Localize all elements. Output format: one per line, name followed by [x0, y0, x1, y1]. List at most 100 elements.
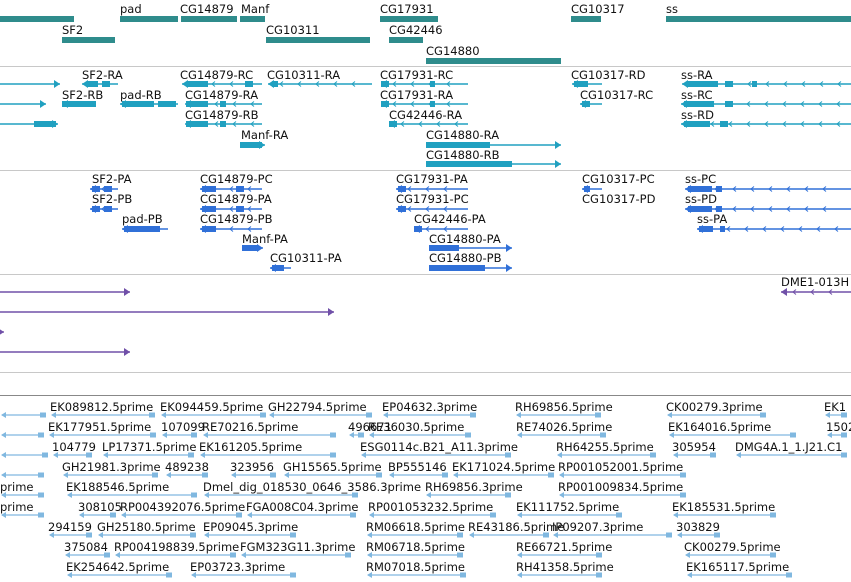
transcript-feature[interactable]	[0, 288, 130, 296]
est-label[interactable]: GH22794.5prime	[268, 400, 367, 414]
est-feature[interactable]	[1, 432, 44, 438]
est-feature[interactable]	[203, 432, 336, 438]
transcript-feature[interactable]	[414, 225, 468, 233]
feature-label[interactable]: CG14879-RC	[180, 68, 253, 82]
feature-label[interactable]: CG10311-RA	[267, 68, 340, 82]
feature-label[interactable]: CG42446-PA	[414, 212, 486, 226]
est-feature[interactable]	[115, 552, 236, 558]
est-label[interactable]: EK165117.5prime	[686, 560, 789, 574]
est-feature[interactable]	[383, 412, 476, 418]
feature-label[interactable]: CG17931-PC	[396, 192, 469, 206]
transcript-feature[interactable]	[0, 328, 4, 336]
transcript-feature[interactable]	[396, 205, 468, 213]
est-label[interactable]: EK094459.5prime	[160, 400, 263, 414]
feature-label[interactable]: CG14879-PA	[200, 192, 272, 206]
est-feature[interactable]	[284, 472, 382, 478]
est-feature[interactable]	[469, 532, 549, 538]
est-feature[interactable]	[349, 432, 364, 438]
feature-label[interactable]: SF2-PB	[92, 192, 132, 206]
est-feature[interactable]	[204, 492, 358, 498]
est-label[interactable]: 308105	[78, 500, 122, 514]
feature-label[interactable]: CG17931-PA	[396, 172, 468, 186]
gene-feature[interactable]	[571, 16, 601, 22]
transcript-feature[interactable]	[185, 100, 262, 108]
est-label[interactable]: DMG4A.1_1.J21.C1	[735, 440, 842, 454]
est-label[interactable]: EP03723.3prime	[190, 560, 285, 574]
est-feature[interactable]	[367, 552, 463, 558]
transcript-feature[interactable]	[681, 100, 851, 108]
est-label[interactable]: RM06618.5prime	[366, 520, 465, 534]
transcript-feature[interactable]	[381, 100, 468, 108]
est-label[interactable]: EK089812.5prime	[50, 400, 153, 414]
transcript-feature[interactable]	[200, 185, 262, 193]
transcript-feature[interactable]	[429, 264, 512, 272]
transcript-feature[interactable]	[0, 100, 46, 108]
transcript-feature[interactable]	[82, 80, 118, 88]
feature-label[interactable]: CG14879-RB	[185, 108, 259, 122]
gene-feature[interactable]	[62, 37, 115, 43]
est-label[interactable]: 294159	[48, 520, 92, 534]
transcript-feature[interactable]	[242, 244, 263, 252]
transcript-feature[interactable]	[182, 80, 262, 88]
feature-label[interactable]: CG42446	[389, 23, 443, 37]
est-label[interactable]: 305954	[672, 440, 716, 454]
transcript-feature[interactable]	[185, 120, 262, 128]
est-label[interactable]: RE66721.5prime	[516, 540, 612, 554]
est-label[interactable]: prime	[0, 500, 34, 514]
est-feature[interactable]	[361, 452, 511, 458]
est-label[interactable]: prime	[0, 480, 34, 494]
feature-label[interactable]: CG14880	[426, 44, 480, 58]
est-feature[interactable]	[559, 492, 686, 498]
est-label[interactable]: RP001053232.5prime	[368, 500, 493, 514]
est-label[interactable]: RP001052001.5prime	[558, 460, 683, 474]
feature-label[interactable]: ss-RD	[681, 108, 714, 122]
transcript-feature[interactable]	[0, 80, 60, 88]
transcript-feature[interactable]	[572, 80, 602, 88]
est-feature[interactable]	[367, 572, 466, 578]
feature-label[interactable]: CG14880-RA	[426, 128, 499, 142]
est-feature[interactable]	[204, 532, 296, 538]
est-label[interactable]: RM06718.5prime	[366, 540, 465, 554]
feature-label[interactable]: pad	[120, 2, 142, 16]
est-feature[interactable]	[1, 492, 44, 498]
feature-label[interactable]: CG10317-PD	[582, 192, 656, 206]
gene-feature[interactable]	[266, 37, 370, 43]
est-label[interactable]: LP17371.5prime	[102, 440, 196, 454]
est-label[interactable]: BP555146	[388, 460, 447, 474]
feature-label[interactable]: CG10317-RD	[571, 68, 646, 82]
est-label[interactable]: GH15565.5prime	[283, 460, 382, 474]
gene-feature[interactable]	[120, 16, 178, 22]
est-label[interactable]: 1502	[826, 420, 851, 434]
transcript-feature[interactable]	[685, 205, 851, 213]
est-feature[interactable]	[669, 432, 796, 438]
est-label[interactable]: 496671	[348, 420, 392, 434]
est-feature[interactable]	[53, 452, 92, 458]
est-feature[interactable]	[63, 472, 158, 478]
feature-label[interactable]: DME1-013H	[781, 275, 849, 289]
transcript-feature[interactable]	[200, 205, 262, 213]
est-label[interactable]: RP001009834.5prime	[558, 480, 683, 494]
est-label[interactable]: RH64255.5prime	[556, 440, 654, 454]
est-label[interactable]: GH25180.5prime	[97, 520, 196, 534]
feature-label[interactable]: CG14879-RA	[185, 88, 258, 102]
gene-feature[interactable]	[389, 37, 423, 43]
transcript-feature[interactable]	[0, 348, 130, 356]
est-feature[interactable]	[98, 532, 196, 538]
transcript-feature[interactable]	[122, 225, 168, 233]
est-label[interactable]: EK164016.5prime	[668, 420, 771, 434]
est-label[interactable]: RH41358.5prime	[516, 560, 614, 574]
transcript-feature[interactable]	[426, 141, 561, 149]
est-feature[interactable]	[191, 572, 296, 578]
est-label[interactable]: 303829	[676, 520, 720, 534]
transcript-feature[interactable]	[0, 120, 58, 128]
est-feature[interactable]	[517, 572, 602, 578]
est-feature[interactable]	[200, 452, 336, 458]
transcript-feature[interactable]	[396, 185, 468, 193]
feature-label[interactable]: ss-PC	[685, 172, 716, 186]
transcript-feature[interactable]	[681, 120, 851, 128]
transcript-feature[interactable]	[685, 185, 851, 193]
feature-label[interactable]: SF2	[62, 23, 83, 37]
est-feature[interactable]	[67, 572, 172, 578]
est-feature[interactable]	[49, 432, 156, 438]
